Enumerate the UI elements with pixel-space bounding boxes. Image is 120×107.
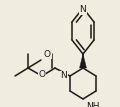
Text: NH: NH	[86, 102, 99, 107]
Text: N: N	[60, 71, 67, 80]
Polygon shape	[79, 54, 87, 68]
Text: N: N	[80, 5, 86, 14]
Text: O: O	[44, 50, 51, 59]
Text: O: O	[39, 70, 45, 79]
